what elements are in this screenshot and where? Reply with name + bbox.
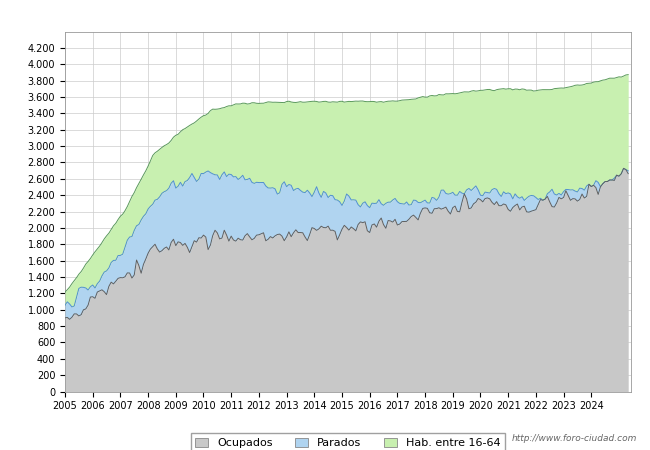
- Text: Salteras - Evolucion de la poblacion en edad de Trabajar Mayo de 2024: Salteras - Evolucion de la poblacion en …: [98, 12, 552, 25]
- Legend: Ocupados, Parados, Hab. entre 16-64: Ocupados, Parados, Hab. entre 16-64: [190, 433, 505, 450]
- Text: http://www.foro-ciudad.com: http://www.foro-ciudad.com: [512, 434, 637, 443]
